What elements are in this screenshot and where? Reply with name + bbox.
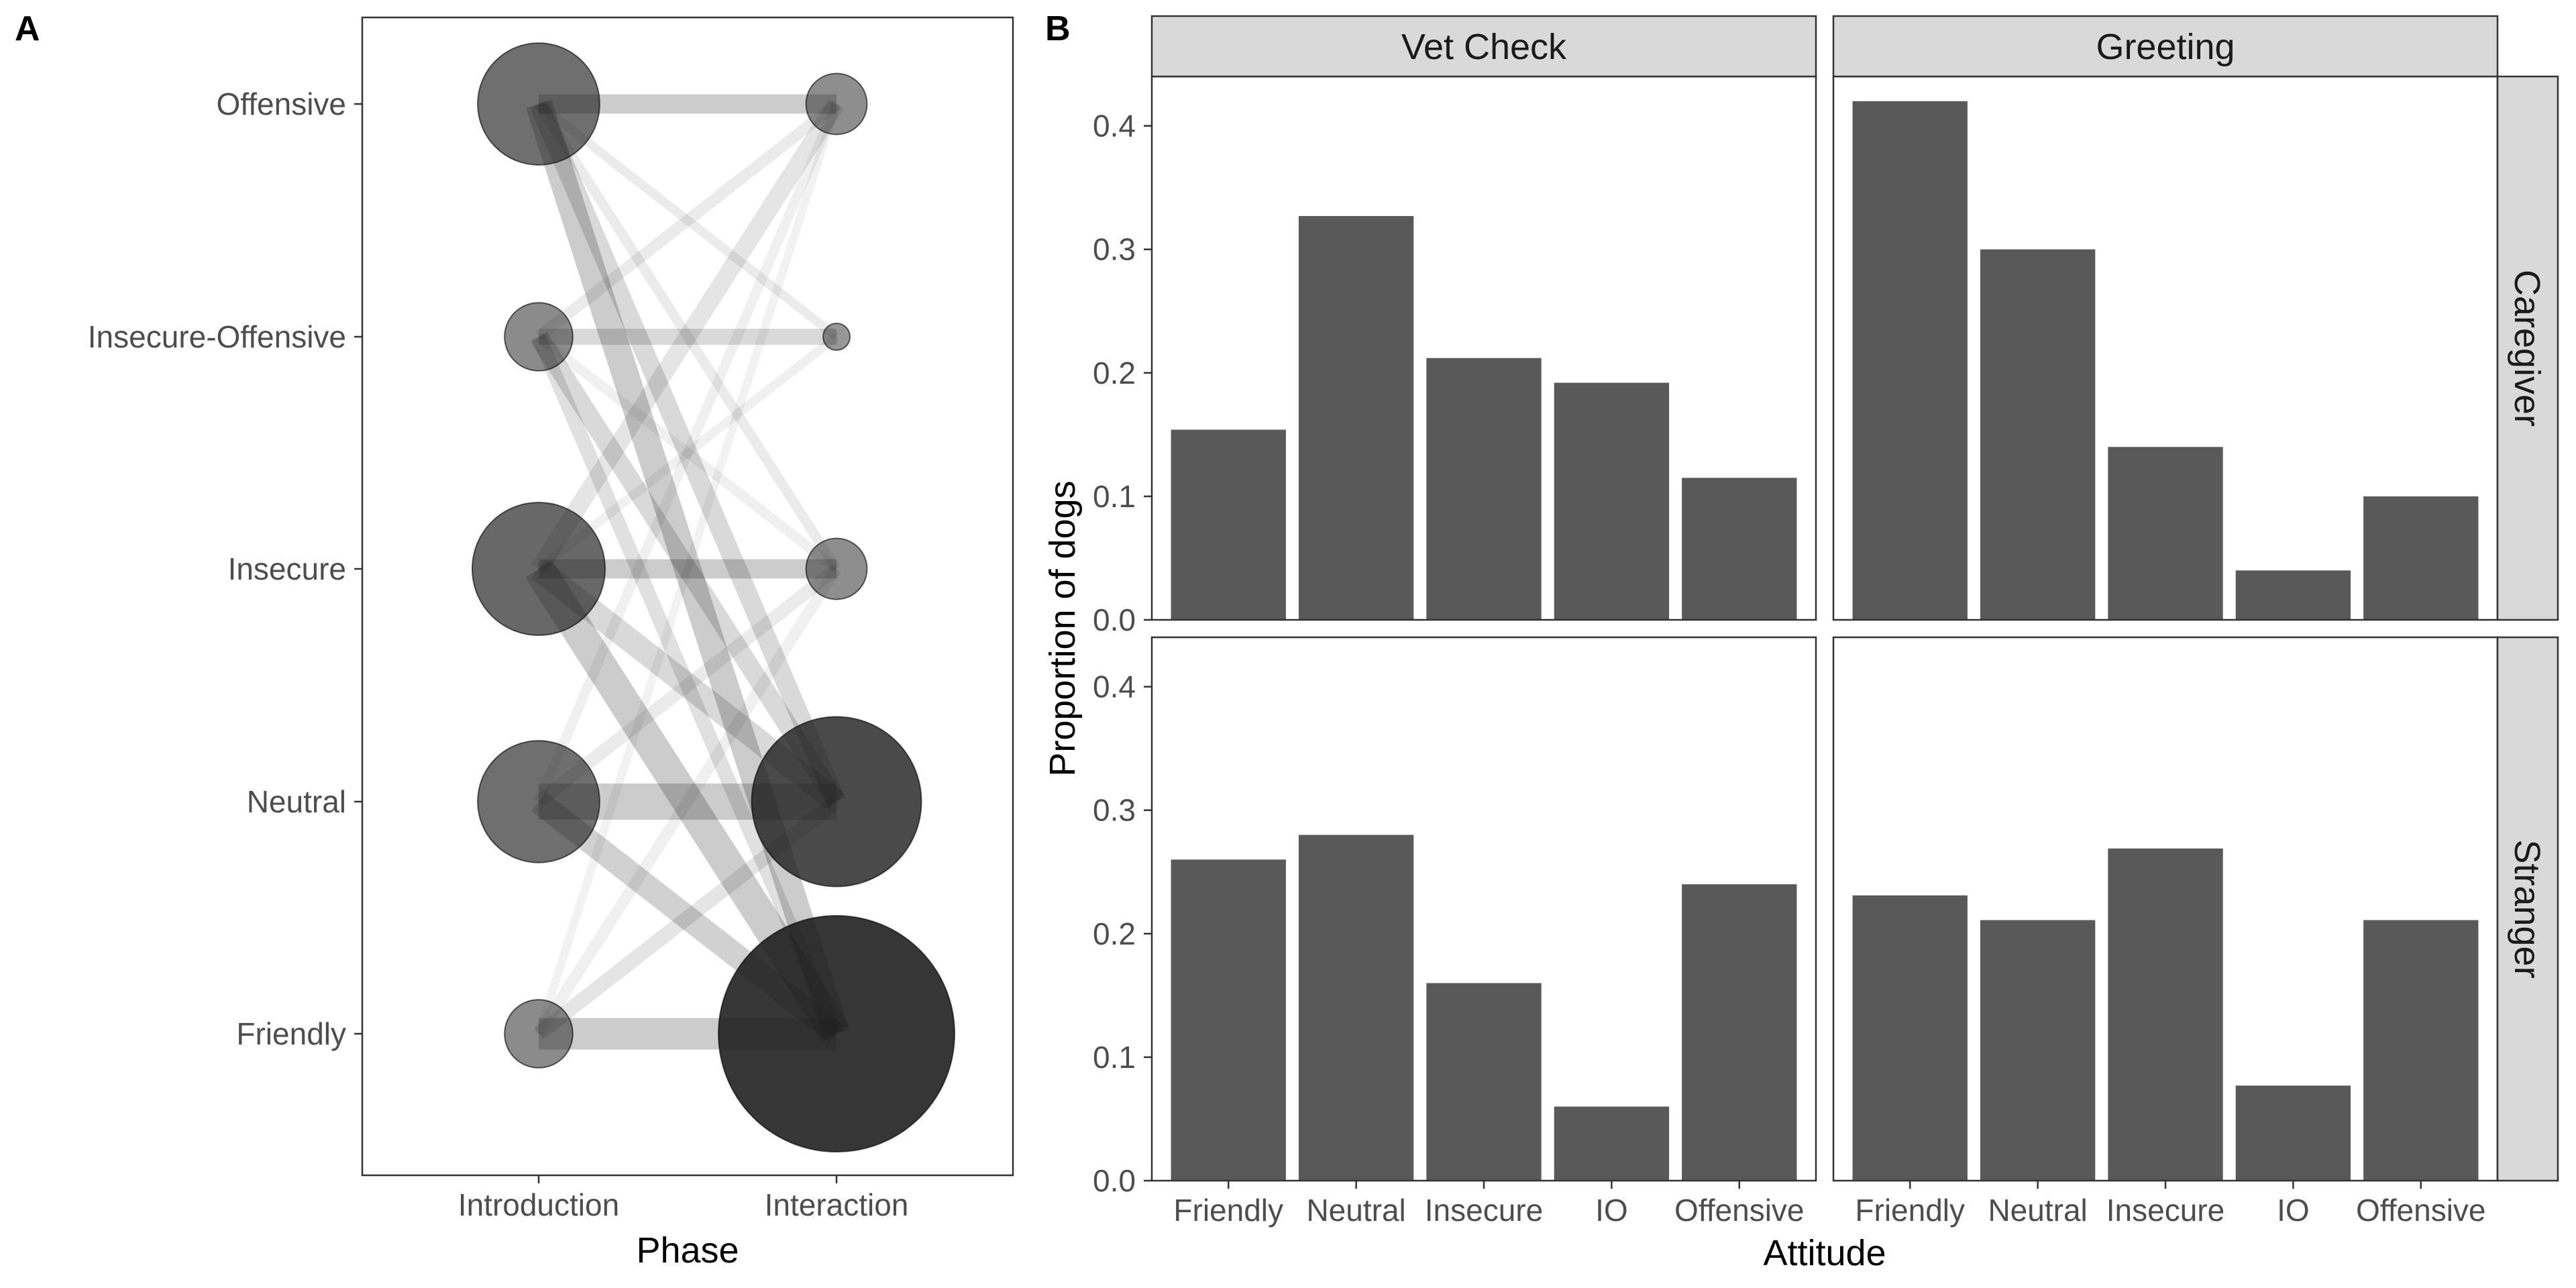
y-tick-label-insecure: Insecure (228, 551, 346, 586)
bar-io (2235, 1085, 2351, 1181)
node-introduction-insecure-offensive (504, 302, 574, 372)
link-insecure-offensive-to-insecure (535, 333, 840, 573)
y-tick-label-stranger-3: 0.3 (1093, 793, 1136, 828)
link-neutral-to-offensive (534, 102, 841, 804)
node-interaction-insecure-offensive (822, 323, 851, 351)
node-interaction-neutral (751, 716, 922, 888)
bar-io (1554, 1106, 1670, 1181)
x-axis-title: Attitude (1763, 1233, 1886, 1273)
bar-offensive (2363, 496, 2479, 620)
facet-caregiver-greeting (1832, 75, 2499, 621)
y-tick-label-caregiver-3: 0.3 (1093, 232, 1136, 267)
y-tick-label-stranger-0: 0.0 (1093, 1163, 1136, 1198)
network-chart: Friendly Neutral Insecure Insecure-Offensiv… (88, 16, 1014, 1271)
link-friendly-to-insecure (533, 566, 842, 1037)
x-tick-label-greeting-offensive: Offensive (2356, 1193, 2485, 1228)
strip-label-stranger: Stranger (2507, 839, 2547, 978)
facet-caregiver-vet-check (1150, 75, 1817, 621)
bar-offensive (1682, 478, 1797, 620)
link-insecure-offensive-to-offensive (535, 99, 841, 341)
bar-neutral (1980, 920, 2096, 1181)
x-tick-label-vet-check-neutral: Neutral (1306, 1193, 1405, 1228)
panel-tag-b: B (1045, 9, 1071, 48)
x-tick-label-vet-check-io: IO (1595, 1193, 1628, 1228)
strip-caregiver (2496, 75, 2559, 621)
x-tick-label-greeting-io: IO (2277, 1193, 2310, 1228)
facet-stranger-greeting (1832, 636, 2499, 1182)
node-interaction-friendly (718, 915, 955, 1152)
y-tick-label-caregiver-1: 0.1 (1093, 479, 1136, 514)
y-tick-label-caregiver-4: 0.4 (1093, 109, 1136, 144)
bar-neutral (1298, 216, 1414, 621)
y-tick-label-stranger-1: 0.1 (1093, 1040, 1136, 1075)
node-introduction-neutral (477, 740, 600, 863)
facet-stranger-vet-check (1150, 636, 1817, 1182)
bar-neutral (1298, 835, 1414, 1181)
link-neutral-to-insecure (534, 564, 841, 807)
link-offensive-to-insecure-offensive (535, 100, 840, 341)
y-tick-label-caregiver-2: 0.2 (1093, 356, 1136, 390)
link-insecure-offensive-to-neutral (530, 331, 845, 807)
strip-label-greeting: Greeting (2096, 27, 2235, 67)
link-offensive-to-insecure (534, 101, 841, 572)
y-tick-label-caregiver-0: 0.0 (1093, 602, 1136, 637)
bar-friendly (1852, 101, 1968, 620)
strip-greeting (1832, 15, 2499, 78)
network-plot-border (361, 16, 1014, 1177)
bar-insecure (1426, 358, 1542, 620)
panel-tag-a: A (15, 9, 40, 48)
node-introduction-offensive (477, 42, 600, 166)
y-tick-label-friendly: Friendly (236, 1016, 346, 1051)
x-tick-label-interaction: Interaction (765, 1187, 909, 1222)
y-tick-label-insecure-offensive: Insecure-Offensive (88, 319, 346, 354)
x-axis-title: Phase (636, 1230, 739, 1271)
bar-io (2235, 570, 2351, 620)
x-tick-label-vet-check-friendly: Friendly (1173, 1193, 1283, 1228)
node-interaction-insecure (805, 537, 868, 600)
bar-chart-facets: Vet Check Greeting Caregiver Stranger 0.0 0.1… (1042, 15, 2559, 1273)
bar-neutral (1980, 249, 2096, 620)
y-axis-title: Proportion of dogs (1042, 480, 1083, 776)
node-introduction-insecure (471, 501, 606, 637)
link-insecure-to-offensive (531, 99, 845, 574)
x-tick-label-greeting-friendly: Friendly (1855, 1193, 1965, 1228)
bar-offensive (1682, 884, 1797, 1181)
y-tick-label-neutral: Neutral (247, 784, 346, 819)
bar-offensive (2363, 920, 2479, 1181)
strip-stranger (2496, 636, 2559, 1182)
link-offensive-to-friendly (525, 99, 850, 1038)
node-interaction-offensive (805, 72, 868, 136)
x-tick-label-introduction: Introduction (458, 1187, 619, 1222)
bar-friendly (1852, 895, 1968, 1181)
y-tick-label-stranger-2: 0.2 (1093, 916, 1136, 951)
strip-vet-check (1150, 15, 1817, 78)
y-tick-label-offensive: Offensive (217, 87, 346, 121)
link-insecure-offensive-to-friendly (531, 333, 844, 1037)
link-friendly-to-offensive (535, 103, 841, 1035)
bar-io (1554, 382, 1670, 620)
bar-friendly (1171, 429, 1286, 620)
link-offensive-to-neutral (529, 100, 846, 806)
x-tick-label-greeting-insecure: Insecure (2106, 1193, 2224, 1228)
network-nodes (471, 42, 955, 1152)
node-introduction-friendly (504, 999, 574, 1069)
strip-label-caregiver: Caregiver (2507, 270, 2547, 427)
bar-insecure (2108, 447, 2223, 620)
bar-friendly (1171, 859, 1286, 1181)
x-tick-label-vet-check-insecure: Insecure (1425, 1193, 1543, 1228)
bar-insecure (1426, 983, 1542, 1181)
x-tick-label-vet-check-offensive: Offensive (1674, 1193, 1804, 1228)
x-tick-label-greeting-neutral: Neutral (1988, 1193, 2087, 1228)
bar-insecure (2108, 848, 2223, 1181)
strip-label-vet-check: Vet Check (1401, 27, 1567, 67)
y-tick-label-stranger-4: 0.4 (1093, 669, 1136, 704)
